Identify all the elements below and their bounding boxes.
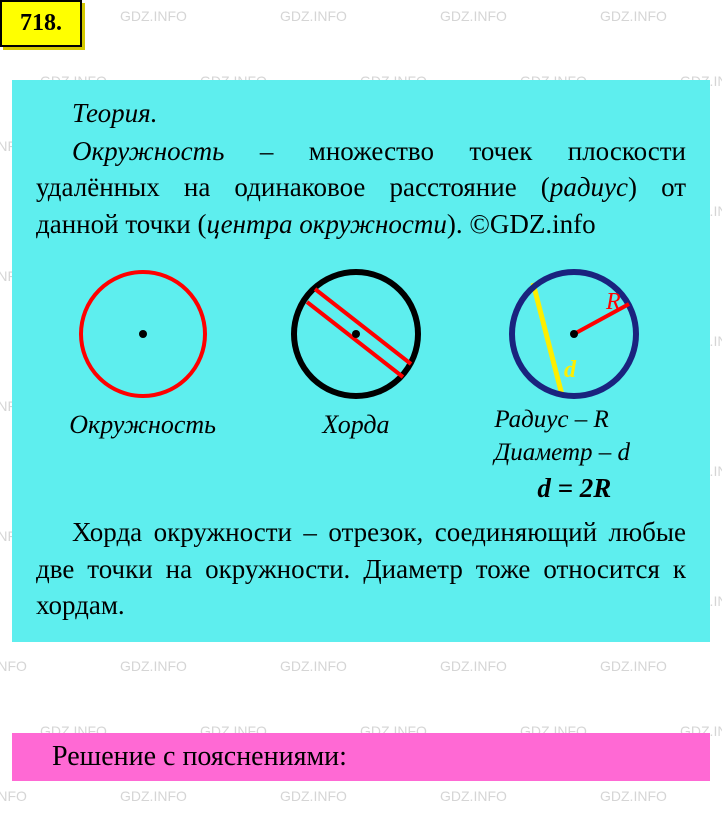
chord-definition: Хорда окружности – отрезок, соеди­няющий… xyxy=(36,514,686,623)
term-chord: Хорда xyxy=(72,517,142,547)
solution-banner: Решение с пояснениями: xyxy=(12,733,710,781)
r-text-label: R xyxy=(605,289,621,315)
theory-title: Теория. xyxy=(36,98,686,129)
theory-panel: Теория. Окружность – множество точек пло… xyxy=(12,80,710,642)
diagram-chord-label: Хорда xyxy=(281,410,431,440)
diagram-rd-labels: Радиус – R Диаметр – d xyxy=(494,404,654,469)
d-text-label: d xyxy=(564,357,577,383)
circle-svg xyxy=(68,264,218,404)
term-circle: Окружность xyxy=(72,136,224,166)
diagrams-row: Окружность Хорда R d Радиус – R Д xyxy=(36,264,686,504)
radius-diameter-svg: R d xyxy=(494,264,654,404)
term-center: цен­тра окружности xyxy=(206,209,446,239)
chord-svg xyxy=(281,264,431,404)
problem-number-badge: 718. xyxy=(0,0,82,47)
diagram-radius-diameter: R d Радиус – R Диаметр – d d = 2R xyxy=(494,264,654,504)
diagram-chord: Хорда xyxy=(281,264,431,440)
theory-definition: Окружность – множество точек плоскости у… xyxy=(36,133,686,242)
term-radius: радиус xyxy=(550,172,628,202)
diagram-circle: Окружность xyxy=(68,264,218,440)
diagram-circle-label: Окружность xyxy=(68,410,218,440)
diagram-formula: d = 2R xyxy=(494,473,654,504)
